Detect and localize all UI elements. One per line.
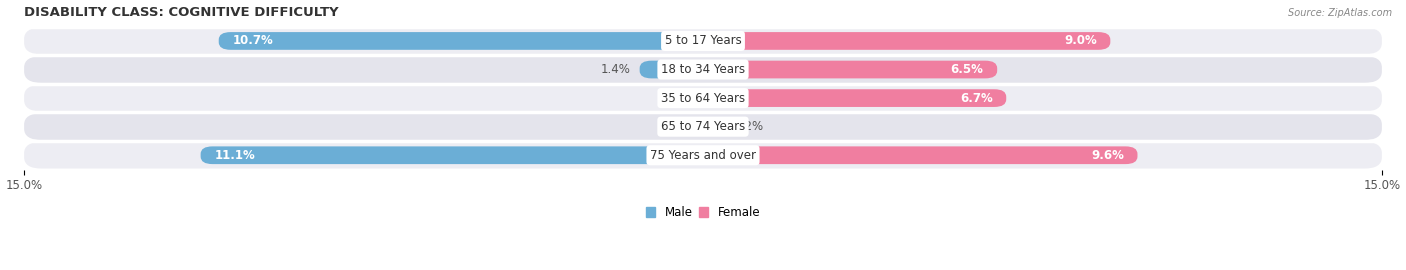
Text: 10.7%: 10.7% xyxy=(232,35,273,48)
Text: Source: ZipAtlas.com: Source: ZipAtlas.com xyxy=(1288,8,1392,18)
FancyBboxPatch shape xyxy=(24,56,1382,83)
Legend: Male, Female: Male, Female xyxy=(641,201,765,224)
Text: 9.6%: 9.6% xyxy=(1091,149,1123,162)
Text: 6.5%: 6.5% xyxy=(950,63,984,76)
Text: 6.7%: 6.7% xyxy=(960,92,993,104)
Text: 65 to 74 Years: 65 to 74 Years xyxy=(661,120,745,133)
FancyBboxPatch shape xyxy=(703,32,1111,50)
FancyBboxPatch shape xyxy=(24,85,1382,112)
Text: 0.0%: 0.0% xyxy=(664,92,695,104)
FancyBboxPatch shape xyxy=(703,61,997,78)
FancyBboxPatch shape xyxy=(219,32,703,50)
Text: 11.1%: 11.1% xyxy=(214,149,254,162)
Text: 75 Years and over: 75 Years and over xyxy=(650,149,756,162)
Text: 9.0%: 9.0% xyxy=(1064,35,1097,48)
FancyBboxPatch shape xyxy=(703,118,717,136)
Text: DISABILITY CLASS: COGNITIVE DIFFICULTY: DISABILITY CLASS: COGNITIVE DIFFICULTY xyxy=(24,6,339,19)
FancyBboxPatch shape xyxy=(24,113,1382,140)
FancyBboxPatch shape xyxy=(24,28,1382,54)
FancyBboxPatch shape xyxy=(703,146,1137,164)
FancyBboxPatch shape xyxy=(24,142,1382,169)
FancyBboxPatch shape xyxy=(640,61,703,78)
Text: 0.0%: 0.0% xyxy=(664,120,695,133)
Text: 18 to 34 Years: 18 to 34 Years xyxy=(661,63,745,76)
Text: 5 to 17 Years: 5 to 17 Years xyxy=(665,35,741,48)
FancyBboxPatch shape xyxy=(201,146,703,164)
Text: 35 to 64 Years: 35 to 64 Years xyxy=(661,92,745,104)
Text: 0.32%: 0.32% xyxy=(727,120,763,133)
Text: 1.4%: 1.4% xyxy=(600,63,630,76)
FancyBboxPatch shape xyxy=(703,89,1007,107)
